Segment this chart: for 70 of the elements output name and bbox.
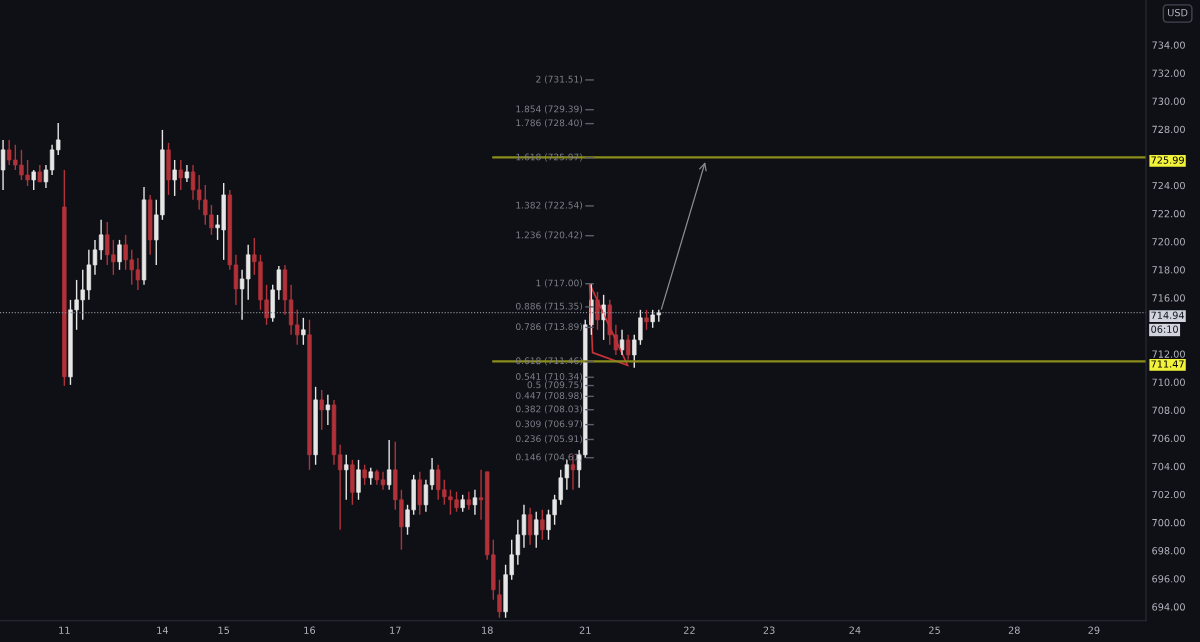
text: USD <box>1168 8 1188 17</box>
ref-line-label: 1.382 (722.54) <box>516 201 583 210</box>
candlestick <box>301 317 306 346</box>
candlestick <box>497 579 502 619</box>
x-tick-label: 15 <box>218 626 230 634</box>
x-tick-label: 24 <box>849 626 861 634</box>
candlestick <box>172 159 177 197</box>
y-tick-label: 710.00 <box>1152 378 1185 386</box>
y-tick-label: 712.00 <box>1152 350 1185 358</box>
x-tick-label: 16 <box>304 626 316 634</box>
ref-line-label: 1.236 (720.42) <box>516 231 583 240</box>
ref-line-label: 1.786 (728.40) <box>516 119 583 128</box>
ref-line-label: 1 (717.00) <box>536 279 583 288</box>
candlestick <box>534 511 539 549</box>
candlestick <box>307 319 312 471</box>
x-tick-label: 22 <box>683 626 695 634</box>
candlestick <box>178 159 183 191</box>
candlestick <box>31 169 36 191</box>
candlestick <box>356 459 361 501</box>
candlestick <box>319 389 324 431</box>
x-tick-label: 23 <box>763 626 775 634</box>
text: 06:10 <box>1151 325 1178 333</box>
ref-line-label: 1.854 (729.39) <box>516 105 583 114</box>
ref-line-label: 0.886 (715.35) <box>516 302 583 311</box>
ref-line-label: 0.786 (713.89) <box>516 323 583 332</box>
x-tick-label: 17 <box>390 626 401 634</box>
candlestick <box>644 309 649 331</box>
y-tick-label: 708.00 <box>1152 406 1185 414</box>
x-tick-label: 21 <box>579 626 591 634</box>
x-tick-label: 18 <box>482 626 493 634</box>
ref-line-label: 0.382 (708.03) <box>516 405 583 414</box>
y-tick-label: 722.00 <box>1152 209 1185 218</box>
candlestick <box>540 509 545 541</box>
y-tick-label: 704.00 <box>1152 462 1185 471</box>
candlestick <box>313 386 318 466</box>
candlestick <box>62 169 67 387</box>
candlestick <box>344 454 349 501</box>
y-tick-label: 732.00 <box>1152 69 1185 77</box>
y-tick-label: 696.00 <box>1152 575 1185 583</box>
ref-line-label: 714.94 <box>1151 311 1185 319</box>
y-tick-label: 702.00 <box>1152 490 1185 499</box>
y-tick-label: 694.00 <box>1152 603 1185 611</box>
ref-line-label: 725.99 <box>1151 156 1184 164</box>
ref-line-label: 711.47 <box>1151 360 1184 368</box>
ref-line-label: 0.541 (710.34) <box>516 372 583 381</box>
x-tick-label: 29 <box>1088 626 1100 634</box>
x-tick-label: 14 <box>157 626 169 634</box>
candlestick <box>117 239 122 271</box>
x-tick-label: 25 <box>929 626 940 634</box>
y-tick-label: 698.00 <box>1152 547 1185 555</box>
y-tick-label: 734.00 <box>1152 41 1185 49</box>
y-tick-label: 700.00 <box>1152 518 1185 527</box>
candlestick <box>350 459 355 506</box>
y-tick-label: 718.00 <box>1152 266 1185 274</box>
y-tick-label: 730.00 <box>1152 97 1185 105</box>
ref-line-label: 0.5 (709.75) <box>527 381 583 390</box>
y-tick-label: 724.00 <box>1152 181 1185 190</box>
ref-line-label: 0.309 (706.97) <box>516 420 583 429</box>
candlestick <box>417 471 422 516</box>
ref-line-label: 2 (731.51) <box>536 75 583 84</box>
y-tick-label: 728.00 <box>1152 125 1185 134</box>
candlestick <box>362 464 367 486</box>
ref-line-label: 0.447 (708.98) <box>516 392 583 401</box>
y-tick-label: 716.00 <box>1152 294 1185 302</box>
y-tick-label: 706.00 <box>1152 434 1185 443</box>
y-tick-label: 720.00 <box>1152 238 1185 246</box>
x-tick-label: 11 <box>59 626 70 634</box>
ref-line-label: 0.236 (705.91) <box>516 435 583 444</box>
candlestick <box>166 142 171 196</box>
x-tick-label: 28 <box>1008 626 1020 634</box>
